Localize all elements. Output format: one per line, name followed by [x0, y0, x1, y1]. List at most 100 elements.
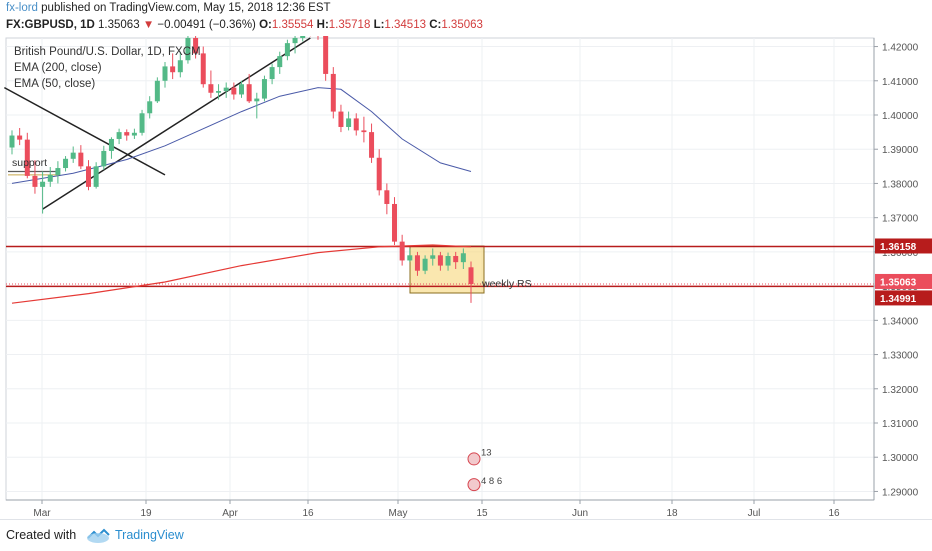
published-text: published on TradingView.com, May 15, 20…: [41, 2, 330, 14]
candle-body: [32, 176, 37, 187]
time-tick-label: 16: [302, 508, 314, 519]
candle: [140, 110, 145, 136]
candle: [109, 137, 114, 159]
high-label: H:: [317, 19, 329, 31]
candle-body: [338, 112, 343, 127]
price-tick-label: 1.34000: [882, 316, 919, 327]
time-tick-label: 19: [140, 508, 152, 519]
close-label: C:: [429, 19, 441, 31]
candle-body: [117, 132, 122, 139]
candle: [78, 145, 83, 169]
candle: [25, 133, 30, 179]
event-count-bottom: 4 8 6: [481, 476, 502, 487]
candle-body: [63, 159, 68, 168]
ema50-legend: EMA (50, close): [14, 76, 201, 92]
candle-body: [346, 118, 351, 127]
candle-body: [254, 99, 259, 102]
price-tick-label: 1.29000: [882, 487, 919, 498]
low-label: L:: [374, 19, 385, 31]
candle-body: [323, 36, 328, 74]
candle: [117, 129, 122, 144]
candle-body: [469, 267, 474, 284]
down-arrow-icon: ▼: [143, 19, 154, 31]
time-tick-label: Jul: [748, 508, 761, 519]
price-tick-label: 1.31000: [882, 419, 919, 430]
last-price: 1.35063: [98, 19, 140, 31]
candle-body: [453, 256, 458, 262]
symbol-label: FX:GBPUSD, 1D: [6, 19, 95, 31]
time-tick-label: 16: [828, 508, 840, 519]
candle-body: [446, 256, 451, 266]
price-tick-label: 1.32000: [882, 385, 919, 396]
time-tick-label: Apr: [222, 508, 238, 519]
candle-body: [430, 255, 435, 258]
candle: [392, 197, 397, 245]
candle-body: [331, 74, 336, 112]
candle: [400, 235, 405, 266]
candle: [384, 183, 389, 214]
candle: [262, 76, 267, 102]
ohlc-bar: FX:GBPUSD, 1D 1.35063 ▼ −0.00491 (−0.36%…: [6, 19, 483, 31]
candle-body: [407, 255, 412, 260]
candle: [124, 129, 129, 140]
close-value: 1.35063: [441, 19, 483, 31]
price-label: 1.35063: [880, 277, 917, 288]
open-value: 1.35554: [272, 19, 314, 31]
price-label: 1.36158: [880, 242, 917, 253]
candle-body: [247, 84, 252, 101]
change-value: −0.00491 (−0.36%): [157, 19, 255, 31]
candle-body: [438, 255, 443, 265]
weekly-rs-label: weekly RS: [481, 278, 532, 290]
low-value: 1.34513: [384, 19, 426, 31]
price-tick-label: 1.39000: [882, 145, 919, 156]
candle-body: [461, 253, 466, 262]
candle: [132, 129, 137, 139]
candle-body: [201, 53, 206, 84]
candle-body: [239, 84, 244, 94]
high-value: 1.35718: [329, 19, 371, 31]
candle: [331, 67, 336, 118]
time-tick-label: May: [389, 508, 408, 519]
candle-body: [369, 132, 374, 158]
uk-flag-icon: [468, 453, 480, 465]
candle: [369, 124, 374, 163]
candle-body: [423, 259, 428, 271]
candle-body: [415, 255, 420, 270]
created-with-label: Created with: [6, 528, 76, 542]
candle-body: [277, 56, 282, 67]
candle: [63, 156, 68, 171]
candle-body: [208, 84, 213, 93]
candle: [201, 47, 206, 88]
candle-body: [147, 101, 152, 113]
ema-lines: [12, 88, 471, 304]
tradingview-cloud-icon: [85, 526, 111, 544]
author-link[interactable]: fx-lord: [6, 2, 38, 14]
candle-body: [224, 88, 229, 91]
price-tick-label: 1.38000: [882, 179, 919, 190]
tradingview-brand[interactable]: TradingView: [115, 528, 184, 542]
candle-body: [40, 182, 45, 187]
candle-body: [55, 168, 60, 175]
candle: [323, 36, 328, 81]
candle-body: [140, 113, 145, 133]
time-tick-label: 18: [666, 508, 678, 519]
footer: Created with TradingView: [0, 519, 932, 551]
price-axis: 1.420001.410001.400001.390001.380001.370…: [874, 38, 932, 500]
candle-body: [384, 190, 389, 204]
time-tick-label: Jun: [572, 508, 588, 519]
price-tick-label: 1.41000: [882, 77, 919, 88]
price-label: 1.34991: [880, 294, 917, 305]
candle: [346, 112, 351, 131]
candle-body: [361, 130, 366, 132]
candle-body: [132, 133, 137, 136]
price-tick-label: 1.40000: [882, 111, 919, 122]
candle-body: [17, 136, 22, 140]
candle-body: [101, 151, 106, 166]
candle-body: [392, 204, 397, 242]
candle: [224, 82, 229, 97]
candle-body: [94, 166, 99, 187]
candle-body: [109, 139, 114, 151]
time-tick-label: Mar: [33, 508, 51, 519]
